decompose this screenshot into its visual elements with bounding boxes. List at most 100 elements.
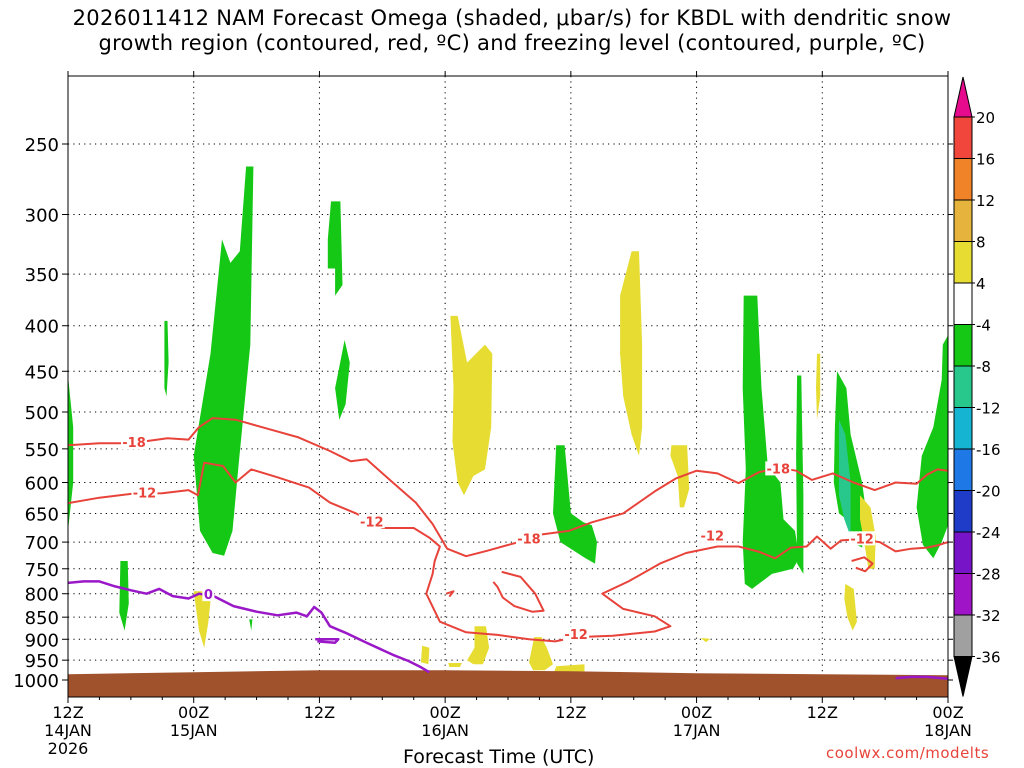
x-tick-label-time: 12Z: [807, 703, 838, 722]
omega-region-13: [193, 591, 212, 648]
omega-region-10: [796, 375, 804, 574]
omega-region-19: [844, 583, 857, 631]
colorbar-label: -8: [976, 358, 991, 376]
y-tick-label: 700: [25, 533, 59, 554]
omega-region-20: [421, 645, 430, 665]
y-tick-label: 800: [25, 585, 59, 606]
x-tick-label-time: 00Z: [932, 703, 963, 722]
y-tick-label: 950: [25, 651, 59, 672]
x-tick-label-date: 14JAN: [44, 721, 92, 740]
y-tick-label: 450: [25, 362, 59, 383]
omega-region-25: [448, 663, 462, 667]
colorbar-bin-12: [953, 614, 973, 657]
y-tick-label: 850: [25, 608, 59, 629]
y-tick-label: 900: [25, 630, 59, 651]
colorbar-bottom-arrow: [953, 656, 973, 697]
dgz-label-bg: [699, 528, 726, 543]
omega-region-6: [335, 340, 350, 420]
omega-region-8: [742, 295, 800, 589]
omega-region-5: [327, 201, 343, 296]
omega-region-7: [553, 445, 597, 564]
omega-region-21: [467, 626, 490, 665]
dgz-label-0: -18: [122, 436, 146, 451]
credit-link[interactable]: coolwx.com/modelts: [826, 744, 990, 762]
dgz-label-6: -18: [767, 462, 791, 477]
colorbar-bin-4: [953, 282, 973, 325]
colorbar-top-arrow: [953, 76, 973, 118]
colorbar: 20 16 12 8 4 -4 -8 -12 -16 -20 -24 -28 -32 -36: [953, 76, 1001, 697]
colorbar-bin-0: [953, 116, 973, 159]
dgz-contour-3: [445, 590, 455, 598]
y-tick-label: 650: [25, 504, 59, 525]
omega-region-11: [916, 335, 948, 559]
colorbar-label: -24: [976, 524, 1001, 542]
dgz-label-bg: [563, 626, 590, 641]
y-axis: 2503003504004505005506006507007508008509…: [13, 135, 953, 692]
omega-region-0: [68, 375, 74, 531]
omega-region-14: [450, 315, 493, 496]
dgz-label-5: -12: [701, 530, 725, 545]
dgz-label-3: -18: [517, 532, 541, 547]
colorbar-label: -32: [976, 607, 1001, 625]
dgz-label-bg: [849, 531, 876, 546]
colorbar-bin-2: [953, 199, 973, 242]
dgz-label-bg: [121, 435, 147, 450]
colorbar-label: 4: [976, 275, 986, 293]
contour-labels: -18 -12 -12 -18 -12 -12 -18 -12 0: [121, 435, 876, 643]
dgz-contour-2: [492, 570, 545, 613]
colorbar-label: 20: [976, 109, 995, 127]
dgz-label-4: -12: [564, 628, 588, 643]
colorbar-label: 12: [976, 192, 995, 210]
omega-region-4: [249, 619, 253, 631]
y-tick-label: 600: [25, 473, 59, 494]
x-tick-label-time: 00Z: [429, 703, 460, 722]
y-tick-label: 750: [25, 560, 59, 581]
omega-region-24: [700, 638, 711, 643]
colorbar-label: -12: [976, 400, 1001, 418]
y-tick-label: 350: [25, 265, 59, 286]
colorbar-label: -16: [976, 441, 1001, 459]
dgz-label-bg: [131, 485, 158, 500]
y-tick-label: 550: [25, 440, 59, 461]
omega-shading: [68, 166, 948, 673]
colorbar-bin-5: [953, 324, 973, 367]
omega-region-2: [164, 320, 169, 397]
dgz-label-7: -12: [850, 532, 874, 547]
colorbar-label: -20: [976, 483, 1001, 501]
surface-terrain-fill: [68, 670, 948, 697]
x-tick-label-date: 15JAN: [170, 721, 218, 740]
colorbar-label: 16: [976, 151, 995, 169]
colorbar-label: -28: [976, 566, 1001, 584]
y-tick-label: 400: [25, 317, 59, 338]
x-tick-label-year: 2026: [48, 739, 89, 758]
colorbar-bin-11: [953, 573, 973, 616]
colorbar-bin-6: [953, 365, 973, 408]
y-tick-label: 300: [25, 205, 59, 226]
colorbar-label: 8: [976, 234, 986, 252]
y-tick-label: 250: [25, 135, 59, 156]
omega-region-15: [620, 251, 643, 456]
colorbar-label: -4: [976, 317, 991, 335]
x-tick-label-date: 16JAN: [421, 721, 469, 740]
omega-region-1: [119, 561, 129, 631]
chart-title: 2026011412 NAM Forecast Omega (shaded, μ…: [0, 6, 1024, 56]
x-tick-label-time: 12Z: [304, 703, 335, 722]
freezing-level-contour-0: [68, 580, 431, 674]
omega-region-23: [554, 664, 585, 673]
omega-region-3: [193, 166, 254, 556]
colorbar-bin-7: [953, 407, 973, 450]
colorbar-label: -36: [976, 649, 1001, 667]
colorbar-bin-1: [953, 158, 973, 201]
x-tick-label-time: 00Z: [178, 703, 209, 722]
dgz-label-2: -12: [360, 515, 384, 530]
x-tick-label-date: 17JAN: [673, 721, 721, 740]
y-tick-label: 500: [25, 403, 59, 424]
colorbar-bin-8: [953, 448, 973, 491]
x-tick-label-date: 18JAN: [924, 721, 972, 740]
y-tick-label: 1000: [13, 671, 59, 692]
colorbar-bin-10: [953, 531, 973, 574]
chart-title-line-2: growth region (contoured, red, ºC) and f…: [98, 31, 926, 55]
freezing-level-contour-2: [895, 675, 948, 681]
colorbar-bin-9: [953, 490, 973, 533]
